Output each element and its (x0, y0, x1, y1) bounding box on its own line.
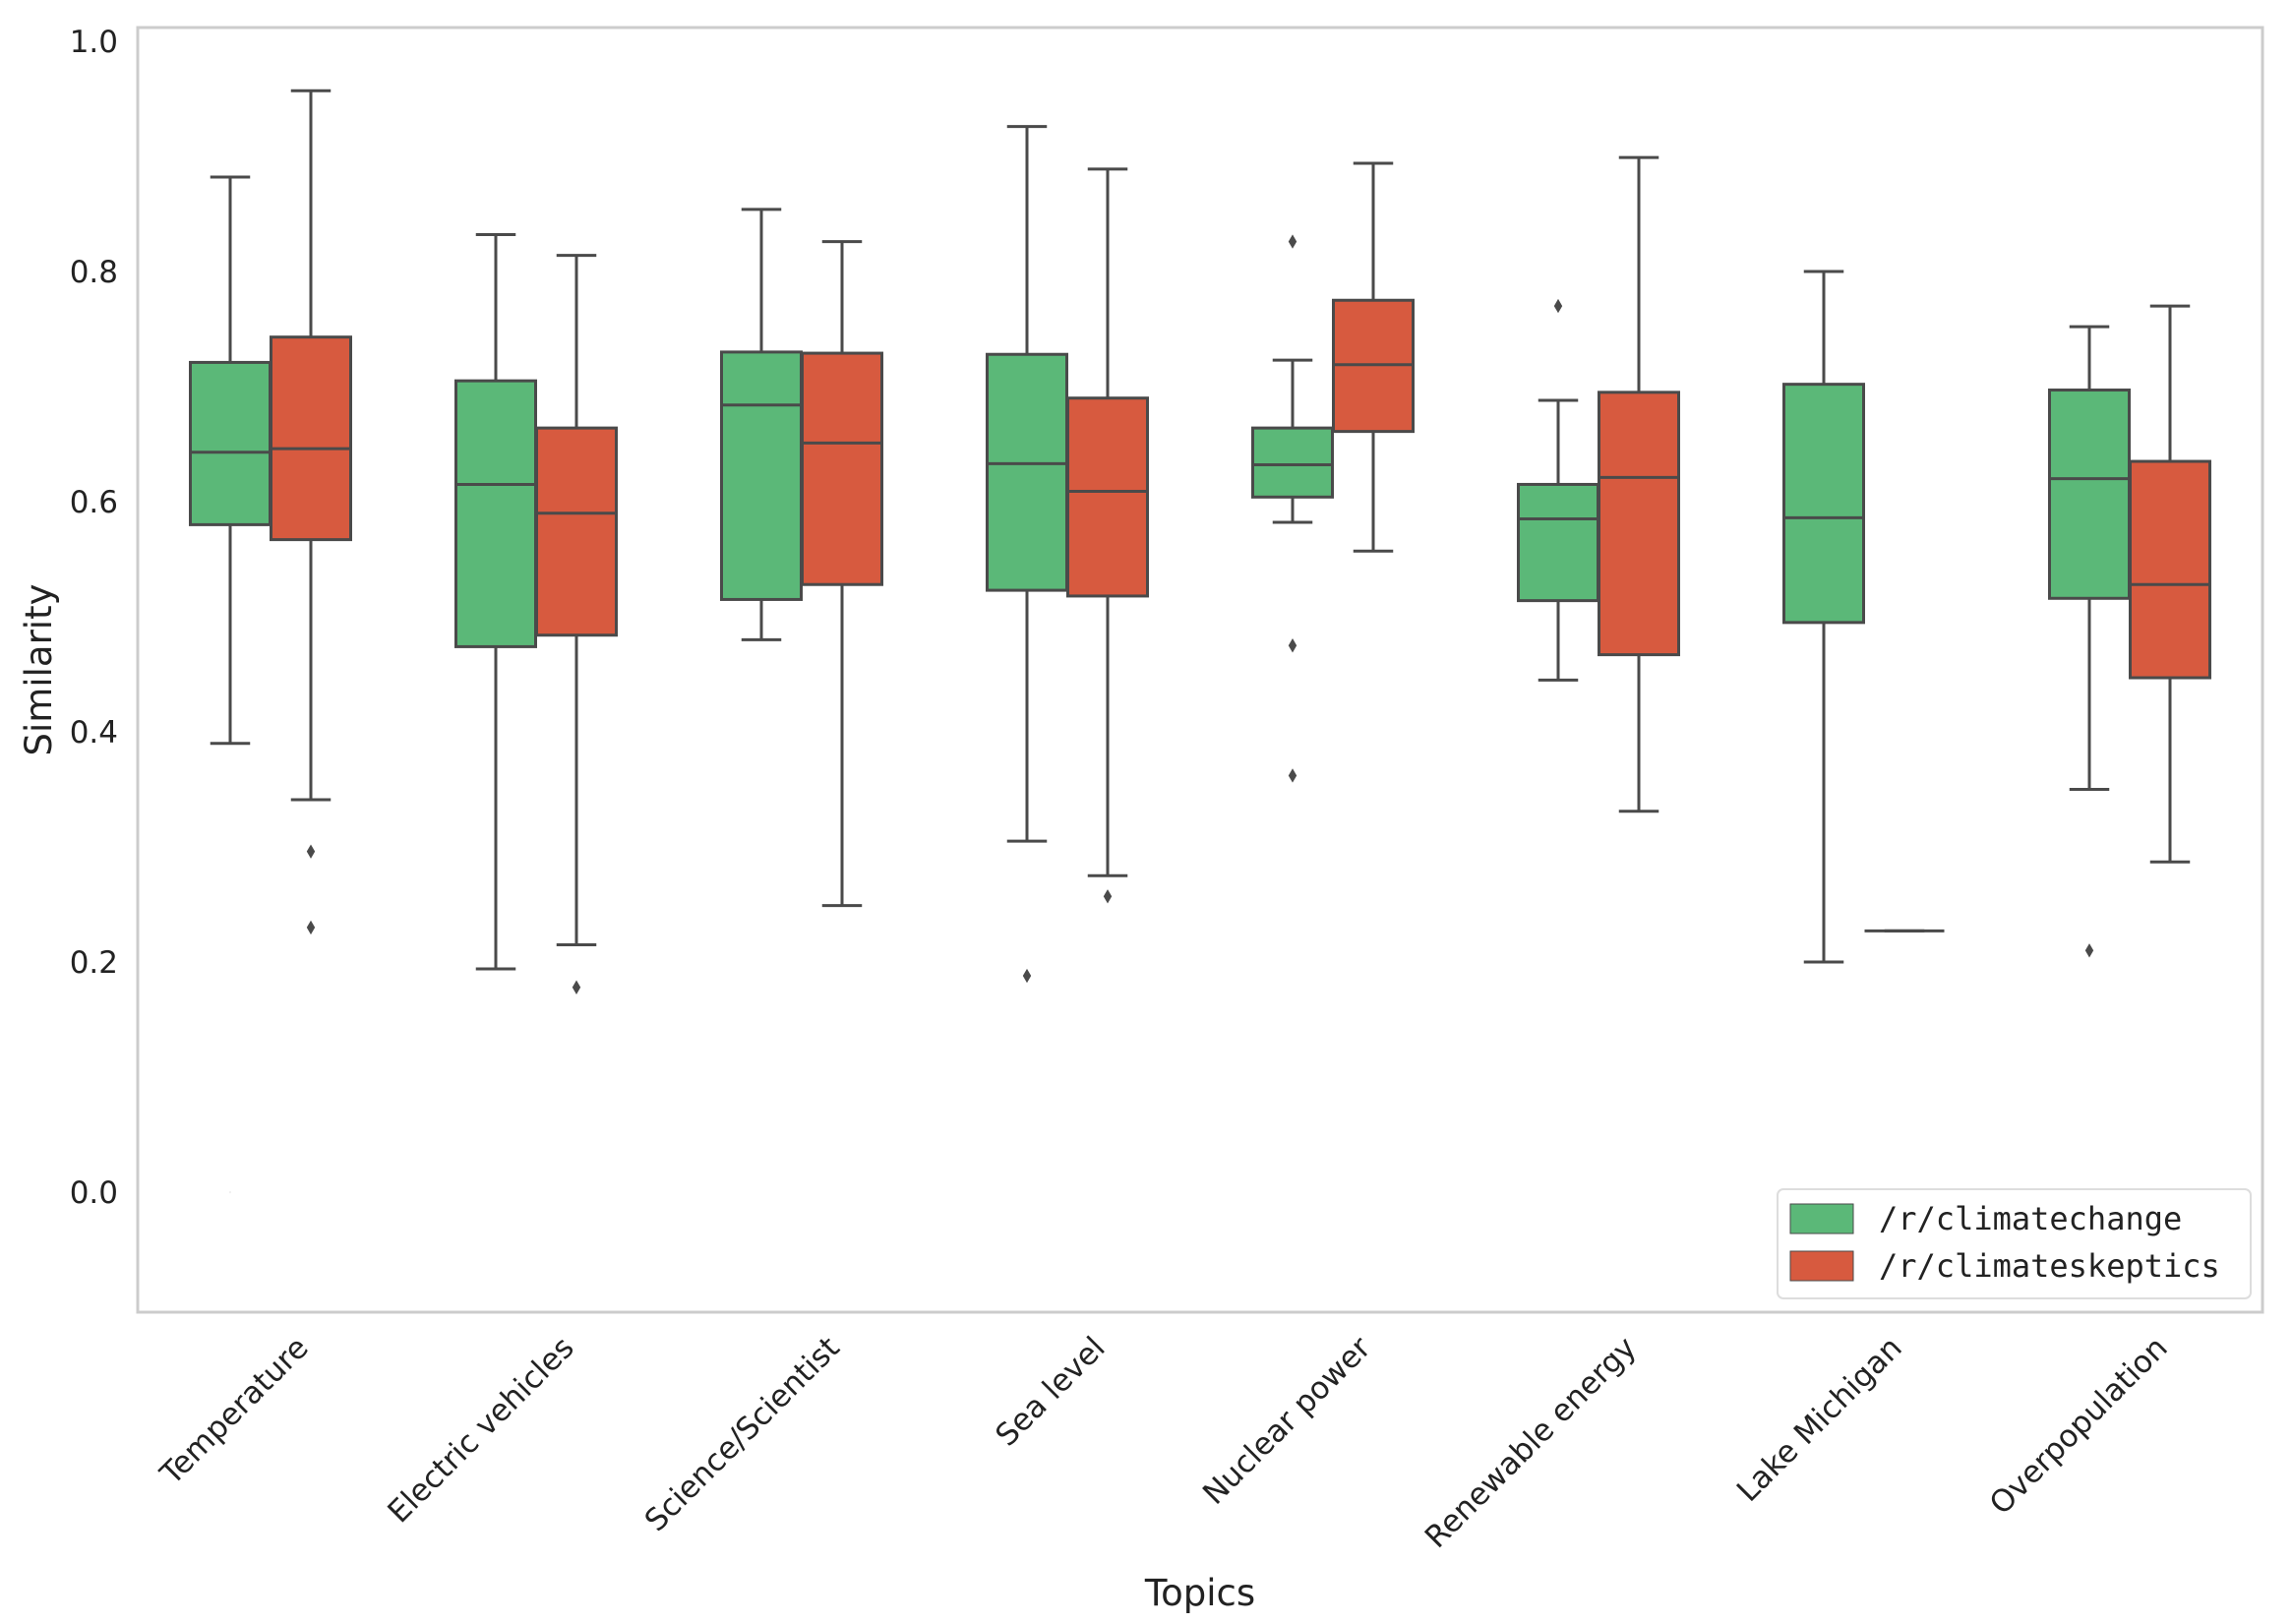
box-group (1782, 270, 1865, 964)
x-tick-label: Lake Michigan (1730, 1330, 1909, 1509)
box-iqr (1598, 391, 1680, 657)
y-tick-label: 0.2 (70, 945, 118, 981)
x-axis-label: Topics (1144, 1572, 1255, 1614)
y-tick-label: 0.6 (70, 485, 118, 520)
y-axis-label: Similarity (18, 584, 60, 756)
y-tick-label: 1.0 (70, 25, 118, 60)
outlier-point (306, 920, 316, 935)
y-tick-label: 0.0 (70, 1175, 118, 1211)
box-iqr (986, 352, 1068, 592)
x-tick-label: Renewable energy (1418, 1330, 1644, 1555)
y-tick-label: 0.4 (70, 715, 118, 751)
x-tick-label: Electric vehicles (382, 1330, 581, 1530)
outlier-point (229, 1190, 231, 1194)
x-tick-label: Science/Scientist (638, 1330, 847, 1538)
box-iqr (2129, 459, 2211, 680)
box-iqr (1251, 426, 1334, 499)
box-iqr (454, 379, 537, 648)
box-group (535, 254, 618, 994)
x-tick-label: Nuclear power (1196, 1330, 1378, 1512)
box-iqr (2048, 389, 2131, 600)
box-iqr (1517, 482, 1599, 603)
box-group (189, 175, 271, 1194)
outlier-point (572, 980, 581, 994)
box-group (2129, 304, 2211, 864)
box-group (270, 89, 352, 935)
plot-frame (136, 26, 2264, 1314)
outlier-point (2084, 943, 2094, 958)
outlier-point (306, 844, 316, 859)
box-group (1066, 167, 1149, 904)
box-group (2048, 325, 2131, 958)
box-iqr (801, 351, 883, 586)
legend-swatch-climatechange (1789, 1203, 1854, 1234)
outlier-point (1103, 889, 1113, 904)
boxes-layer (189, 89, 2211, 1194)
outlier-point (1553, 298, 1563, 314)
box-group (801, 240, 883, 908)
box-group (1517, 298, 1599, 682)
outlier-point (1288, 638, 1297, 653)
box-iqr (1782, 383, 1865, 625)
legend-label-climateskeptics: /r/climateskeptics (1879, 1247, 2220, 1285)
legend: /r/climatechange /r/climateskeptics (1777, 1188, 2252, 1299)
box-iqr (1066, 396, 1149, 598)
x-tick-label: Temperature (153, 1330, 316, 1492)
x-tick-label: Overpopulation (1983, 1330, 2175, 1522)
box-group (1332, 161, 1415, 553)
legend-swatch-climateskeptics (1789, 1250, 1854, 1282)
x-tick-label: Sea level (989, 1330, 1112, 1453)
legend-frame (1777, 1188, 2252, 1299)
box-group (454, 233, 537, 971)
outlier-point (1288, 234, 1297, 249)
box-group (1598, 155, 1680, 813)
box-group (986, 125, 1068, 984)
box-iqr (270, 335, 352, 542)
legend-label-climatechange: /r/climatechange (1879, 1200, 2182, 1237)
y-axis: 0.0 0.2 0.4 0.6 0.8 1.0 (70, 25, 118, 1211)
box-group (1251, 234, 1334, 783)
box-iqr (189, 360, 271, 526)
x-axis: Temperature Electric vehicles Science/Scie… (153, 1330, 2175, 1555)
outlier-point (1022, 968, 1032, 984)
box-group (720, 208, 803, 641)
y-tick-label: 0.8 (70, 255, 118, 290)
box-iqr (535, 426, 618, 637)
outlier-point (1288, 768, 1297, 783)
box-iqr (720, 350, 803, 601)
